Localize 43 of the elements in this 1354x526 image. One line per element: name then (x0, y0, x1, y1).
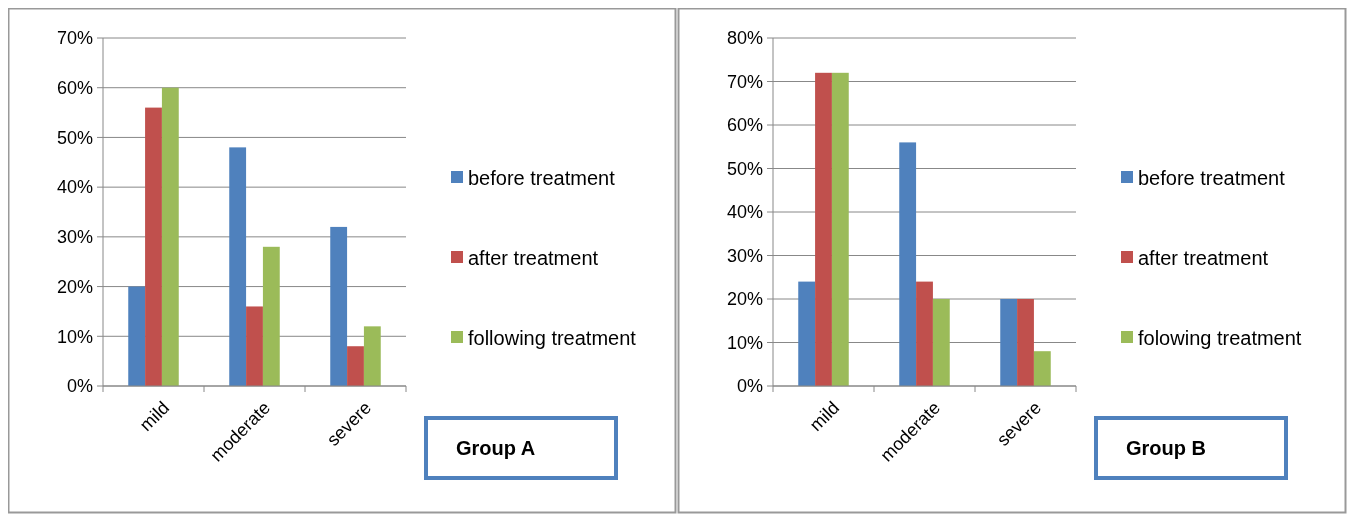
y-tick-label: 50% (726, 158, 763, 179)
bar (161, 87, 179, 386)
y-tick-label: 0% (736, 376, 763, 397)
y-tick-label: 70% (726, 71, 763, 92)
y-tick-label: 10% (56, 326, 93, 347)
legend-label: following treatment (468, 327, 637, 349)
y-tick-label: 10% (726, 332, 763, 353)
bar (1033, 351, 1051, 386)
y-tick-label: 70% (56, 28, 93, 49)
y-tick-label: 60% (726, 115, 763, 136)
y-tick-label: 20% (56, 276, 93, 297)
bar (1017, 299, 1034, 386)
legend-label: after treatment (1138, 247, 1269, 269)
bar (262, 246, 280, 386)
y-tick-label: 40% (56, 177, 93, 198)
bar (916, 281, 933, 386)
text: Group B (1126, 437, 1206, 459)
y-tick-label: 0% (66, 376, 93, 397)
y-tick-label: 20% (726, 289, 763, 310)
bar (145, 107, 162, 386)
bar (363, 326, 381, 386)
bar (330, 226, 348, 386)
legend-label: after treatment (468, 247, 599, 269)
bar (815, 72, 832, 386)
legend-label: folowing treatment (1138, 327, 1302, 349)
bar (229, 147, 247, 386)
bar (128, 286, 146, 386)
y-tick-label: 30% (726, 245, 763, 266)
y-tick-label: 40% (726, 202, 763, 223)
text: Group A (456, 437, 536, 459)
y-tick-label: 50% (56, 127, 93, 148)
y-tick-label: 60% (56, 78, 93, 99)
bar (347, 346, 364, 386)
y-tick-label: 80% (726, 28, 763, 49)
bar (831, 72, 849, 386)
bar (246, 306, 263, 386)
y-tick-label: 30% (56, 227, 93, 248)
bar (1000, 299, 1018, 386)
bar (899, 142, 917, 386)
legend-label: before treatment (468, 167, 616, 189)
legend-label: before treatment (1138, 167, 1286, 189)
bar (798, 281, 816, 386)
bar (932, 299, 950, 386)
